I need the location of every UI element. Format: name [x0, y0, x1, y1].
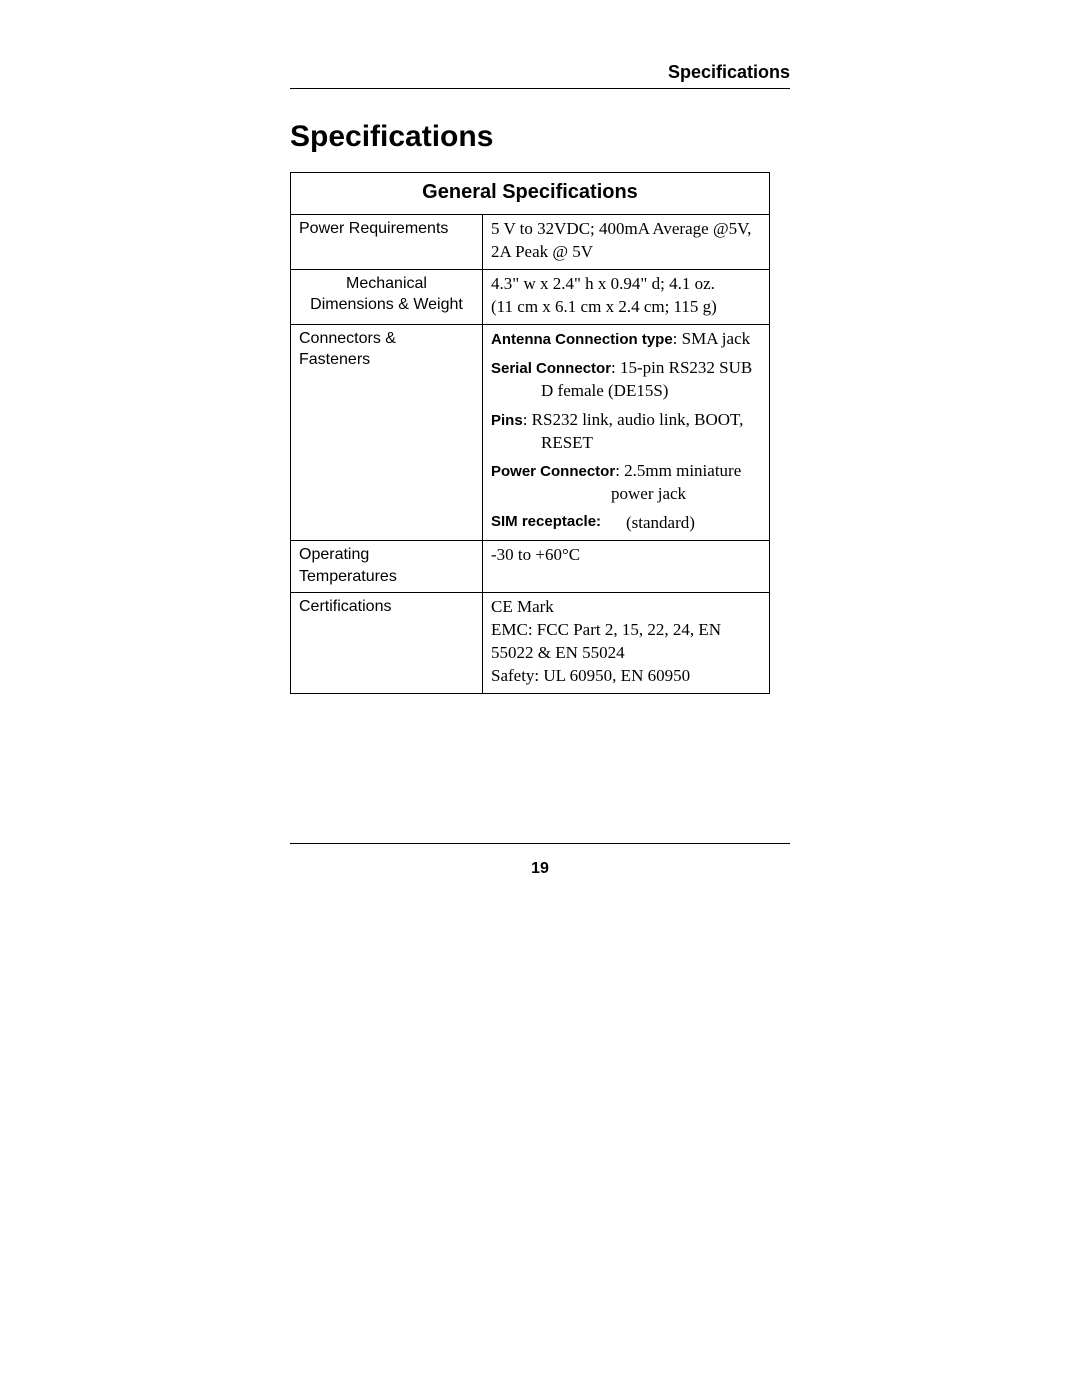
text: Mechanical — [346, 275, 427, 292]
header-rule — [290, 88, 790, 89]
row-label-temp: Operating Temperatures — [291, 541, 483, 593]
footer-rule — [290, 843, 790, 844]
text: : RS232 link, audio link, BOOT, — [523, 410, 744, 429]
row-label-connectors: Connectors & Fasteners — [291, 324, 483, 541]
table-row: Connectors & Fasteners Antenna Connectio… — [291, 324, 770, 541]
page-number: 19 — [0, 860, 1080, 878]
label-antenna: Antenna Connection type — [491, 331, 673, 348]
text: : 15-pin RS232 SUB — [611, 358, 752, 377]
row-value-mech: 4.3" w x 2.4" h x 0.94" d; 4.1 oz. (11 c… — [483, 269, 770, 324]
text: RESET — [491, 432, 761, 455]
row-label-power: Power Requirements — [291, 215, 483, 270]
specifications-table: General Specifications Power Requirement… — [290, 172, 770, 694]
table-row: Certifications CE Mark EMC: FCC Part 2, … — [291, 593, 770, 694]
label-serial: Serial Connector — [491, 360, 611, 377]
text: 5 V to 32VDC; 400mA Average @5V, — [491, 219, 751, 238]
text: (standard) — [626, 512, 695, 535]
text: Temperatures — [299, 568, 397, 585]
text: : 2.5mm miniature — [615, 461, 741, 480]
text: 55022 & EN 55024 — [491, 643, 625, 662]
row-value-cert: CE Mark EMC: FCC Part 2, 15, 22, 24, EN … — [483, 593, 770, 694]
row-value-power: 5 V to 32VDC; 400mA Average @5V, 2A Peak… — [483, 215, 770, 270]
text: 2A Peak @ 5V — [491, 242, 593, 261]
text: Safety: UL 60950, EN 60950 — [491, 666, 690, 685]
table-row: Power Requirements 5 V to 32VDC; 400mA A… — [291, 215, 770, 270]
text: Connectors & — [299, 330, 396, 347]
row-label-mech: Mechanical Dimensions & Weight — [291, 269, 483, 324]
document-page: Specifications Specifications General Sp… — [0, 0, 1080, 1397]
text: Fasteners — [299, 351, 370, 368]
table-row: Operating Temperatures -30 to +60°C — [291, 541, 770, 593]
text: EMC: FCC Part 2, 15, 22, 24, EN — [491, 620, 721, 639]
text: : SMA jack — [673, 329, 750, 348]
text: (11 cm x 6.1 cm x 2.4 cm; 115 g) — [491, 297, 717, 316]
text: D female (DE15S) — [491, 380, 761, 403]
running-header: Specifications — [668, 62, 790, 83]
table-title: General Specifications — [291, 173, 770, 215]
label-pins: Pins — [491, 412, 523, 429]
label-power-connector: Power Connector — [491, 463, 615, 480]
row-value-connectors: Antenna Connection type: SMA jack Serial… — [483, 324, 770, 541]
text: 4.3" w x 2.4" h x 0.94" d; 4.1 oz. — [491, 274, 715, 293]
row-label-cert: Certifications — [291, 593, 483, 694]
text: Operating — [299, 546, 369, 563]
table-row: Mechanical Dimensions & Weight 4.3" w x … — [291, 269, 770, 324]
text: Dimensions & Weight — [310, 296, 463, 313]
text: CE Mark — [491, 597, 554, 616]
page-title: Specifications — [290, 120, 790, 154]
text: power jack — [491, 483, 761, 506]
label-sim: SIM receptacle: — [491, 512, 626, 535]
row-value-temp: -30 to +60°C — [483, 541, 770, 593]
